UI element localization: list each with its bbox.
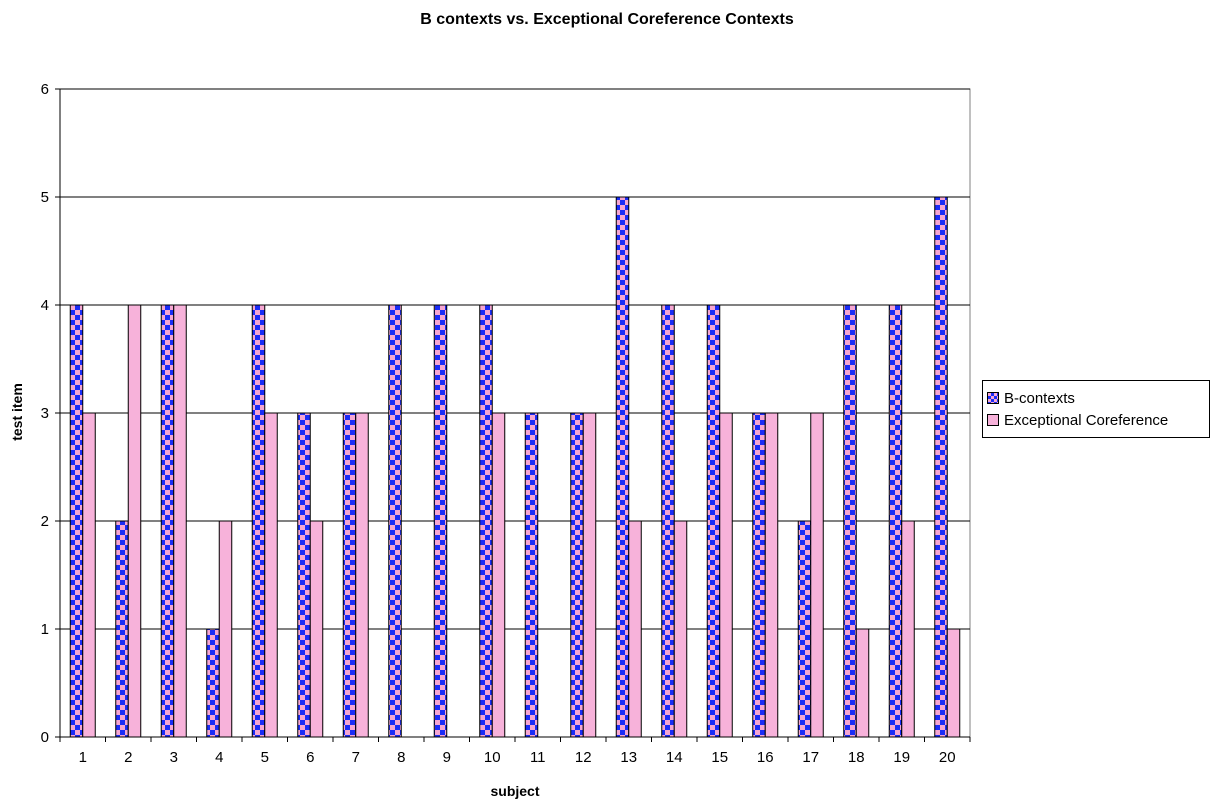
bar-b-contexts-19: [888, 304, 903, 738]
bar-exceptional-coreference-2: [127, 304, 142, 738]
bar-b-contexts-17: [797, 520, 812, 738]
bar-exceptional-coreference-15: [719, 412, 733, 738]
x-tick-label: 9: [443, 749, 451, 766]
bar-b-contexts-14: [661, 304, 675, 738]
y-tick-label: 0: [41, 729, 49, 746]
bar-b-contexts-3: [160, 304, 175, 738]
bar-b-contexts-15: [706, 304, 721, 738]
bar-b-contexts-13: [615, 196, 630, 738]
bar-exceptional-coreference-6: [309, 520, 324, 738]
x-axis-title: subject: [490, 783, 539, 799]
x-tick-label: 10: [484, 749, 501, 766]
x-tick-label: 19: [893, 749, 910, 766]
x-tick-label: 16: [757, 749, 774, 766]
bar-b-contexts-10: [479, 304, 493, 738]
bar-exceptional-coreference-19: [901, 520, 915, 738]
bar-exceptional-coreference-18: [855, 628, 870, 738]
bar-exceptional-coreference-4: [218, 520, 233, 738]
bar-b-contexts-2: [115, 520, 129, 738]
x-tick-label: 4: [215, 749, 223, 766]
y-tick-label: 3: [41, 405, 49, 422]
x-tick-label: 15: [711, 749, 728, 766]
x-tick-label: 13: [620, 749, 637, 766]
y-axis-title: test item: [9, 383, 25, 441]
x-tick-label: 5: [261, 749, 269, 766]
x-tick-label: 7: [352, 749, 360, 766]
y-tick-label: 5: [41, 189, 49, 206]
bar-b-contexts-8: [388, 304, 402, 738]
legend-label-b-contexts: B-contexts: [1004, 389, 1075, 407]
bar-exceptional-coreference-10: [491, 412, 506, 738]
bars: [69, 196, 961, 738]
bar-b-contexts-6: [297, 412, 311, 738]
x-tick-label: 12: [575, 749, 592, 766]
bar-exceptional-coreference-5: [264, 412, 278, 738]
y-tick-label: 1: [41, 621, 49, 638]
x-tick-label: 18: [848, 749, 865, 766]
x-tick-label: 6: [306, 749, 314, 766]
x-tick-label: 3: [170, 749, 178, 766]
bar-b-contexts-1: [69, 304, 84, 738]
bar-b-contexts-16: [752, 412, 766, 738]
bar-exceptional-coreference-3: [173, 304, 187, 738]
legend-item-exceptional-coreference: Exceptional Coreference: [987, 409, 1209, 431]
bar-exceptional-coreference-20: [946, 628, 961, 738]
bar-b-contexts-9: [433, 304, 448, 738]
x-tick-label: 17: [802, 749, 819, 766]
bar-b-contexts-4: [206, 628, 220, 738]
chart-title: B contexts vs. Exceptional Coreference C…: [420, 11, 794, 28]
legend-swatch-b-contexts: [987, 392, 999, 404]
bar-b-contexts-11: [524, 412, 539, 738]
bar-b-contexts-20: [934, 196, 948, 738]
x-tick-label: 2: [124, 749, 132, 766]
bar-exceptional-coreference-13: [628, 520, 642, 738]
bar-exceptional-coreference-1: [82, 412, 96, 738]
bar-b-contexts-7: [342, 412, 357, 738]
legend-item-b-contexts: B-contexts: [987, 387, 1209, 409]
x-tick-label: 14: [666, 749, 683, 766]
x-tick-label: 1: [79, 749, 87, 766]
legend-swatch-exceptional-coreference: [987, 414, 999, 426]
bar-b-contexts-5: [251, 304, 266, 738]
legend-label-exceptional-coreference: Exceptional Coreference: [1004, 411, 1169, 429]
bar-exceptional-coreference-16: [764, 412, 779, 738]
y-tick-label: 2: [41, 513, 49, 530]
bar-b-contexts-12: [570, 412, 584, 738]
x-tick-label: 11: [530, 749, 546, 766]
bar-b-contexts-18: [843, 304, 857, 738]
x-tick-label: 8: [397, 749, 405, 766]
y-tick-label: 4: [41, 297, 49, 314]
bar-exceptional-coreference-12: [582, 412, 597, 738]
gridlines: [59, 88, 971, 738]
legend: B-contexts Exceptional Coreference: [982, 380, 1210, 438]
x-tick-label: 20: [939, 749, 956, 766]
y-tick-label: 6: [41, 81, 49, 98]
bar-exceptional-coreference-7: [355, 412, 369, 738]
bar-exceptional-coreference-17: [810, 412, 824, 738]
bar-exceptional-coreference-14: [673, 520, 688, 738]
